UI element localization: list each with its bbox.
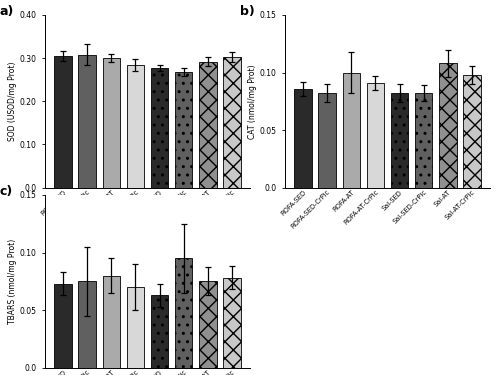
Bar (224, 278, 240, 368)
Bar (102, 276, 120, 368)
Text: c): c) (0, 184, 13, 198)
Bar (199, 62, 216, 188)
Bar (199, 281, 216, 368)
Bar (224, 57, 240, 188)
Bar (439, 63, 456, 188)
Bar (151, 68, 168, 188)
Bar (78, 281, 96, 368)
Bar (366, 83, 384, 188)
Text: b): b) (240, 4, 254, 18)
Bar (78, 55, 96, 188)
Bar (464, 75, 480, 188)
Bar (126, 65, 144, 188)
Bar (391, 93, 408, 188)
Bar (294, 88, 312, 188)
Y-axis label: TBARS (nmol/mg Prot): TBARS (nmol/mg Prot) (8, 238, 17, 324)
Bar (151, 295, 168, 368)
Bar (415, 93, 432, 188)
Bar (102, 58, 120, 188)
Bar (318, 93, 336, 188)
Y-axis label: SOD (USOD/mg Prot): SOD (USOD/mg Prot) (8, 62, 17, 141)
Bar (54, 56, 72, 188)
Bar (175, 72, 192, 188)
Bar (54, 284, 72, 368)
Bar (175, 258, 192, 368)
Text: a): a) (0, 4, 14, 18)
Bar (126, 287, 144, 368)
Y-axis label: CAT (nmol/mg Prot): CAT (nmol/mg Prot) (248, 64, 257, 139)
Bar (342, 72, 360, 188)
